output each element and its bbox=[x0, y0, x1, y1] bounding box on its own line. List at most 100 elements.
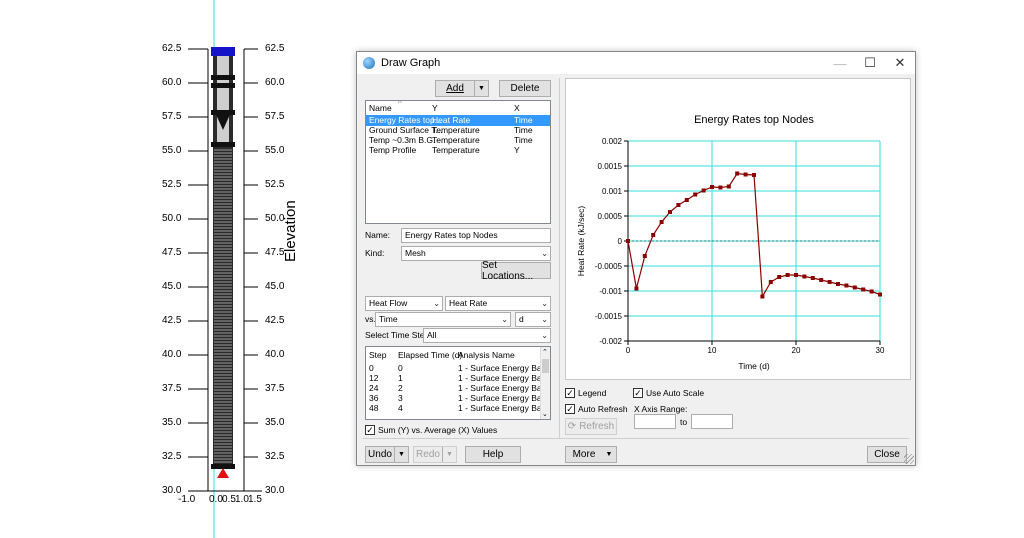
redo-dropdown-arrow-icon[interactable]: ▼ bbox=[442, 447, 456, 462]
add-button[interactable]: Add ▼ bbox=[435, 80, 489, 97]
left-elevation-tick-label: 60.0 bbox=[162, 77, 182, 88]
maximize-button[interactable]: ☐ bbox=[864, 55, 876, 70]
delete-button[interactable]: Delete bbox=[499, 80, 551, 97]
x-unit-value: d bbox=[519, 314, 524, 324]
auto-scale-checkbox[interactable]: ✓ Use Auto Scale bbox=[633, 388, 704, 398]
minimize-button[interactable]: — bbox=[833, 55, 847, 71]
y-tick-label: -0.001 bbox=[599, 287, 622, 296]
more-button[interactable]: More ▼ bbox=[565, 446, 617, 463]
upper-column-segment bbox=[217, 56, 229, 146]
model-canvas[interactable] bbox=[0, 0, 350, 538]
header-x[interactable]: X bbox=[514, 103, 520, 113]
graph-y-cell: Temperature bbox=[432, 135, 480, 145]
data-point bbox=[676, 203, 681, 207]
data-point bbox=[634, 286, 639, 291]
help-button[interactable]: Help bbox=[465, 446, 521, 463]
time-step-row[interactable]: 12 1 1 - Surface Energy Bala... bbox=[366, 373, 550, 384]
graph-x-cell: Y bbox=[514, 145, 520, 155]
header-step[interactable]: Step bbox=[369, 350, 387, 360]
data-point bbox=[760, 294, 765, 299]
x-range-max-field[interactable] bbox=[691, 414, 733, 429]
data-point bbox=[810, 276, 815, 280]
name-field[interactable]: Energy Rates top Nodes bbox=[401, 228, 551, 243]
x-quantity-select[interactable]: Time ⌄ bbox=[375, 312, 511, 327]
scroll-down-icon[interactable]: ⌄ bbox=[542, 411, 548, 418]
y-tick-label: 0 bbox=[618, 237, 623, 246]
right-elevation-tick-label: 42.5 bbox=[265, 315, 285, 326]
undo-dropdown-arrow-icon[interactable]: ▼ bbox=[394, 447, 408, 462]
x-axis-title: Time (d) bbox=[738, 361, 769, 371]
data-point bbox=[827, 280, 832, 284]
panel-divider[interactable] bbox=[559, 78, 560, 438]
close-window-button[interactable]: ✕ bbox=[894, 55, 906, 70]
y-quantity-select[interactable]: Heat Rate ⌄ bbox=[445, 296, 551, 311]
chevron-down-icon: ⌄ bbox=[541, 315, 548, 324]
time-step-row[interactable]: 0 0 1 - Surface Energy Bala... bbox=[366, 363, 550, 374]
time-steps-table[interactable]: Step Elapsed Time (d) Analysis Name 0 0 1 … bbox=[365, 346, 551, 420]
redo-button[interactable]: Redo ▼ bbox=[413, 446, 457, 463]
kind-label: Kind: bbox=[365, 248, 385, 258]
right-elevation-tick-label: 47.5 bbox=[265, 247, 285, 258]
header-analysis-name[interactable]: Analysis Name bbox=[458, 350, 515, 360]
steps-scrollbar[interactable]: ⌃ ⌄ bbox=[540, 347, 550, 419]
data-point bbox=[802, 274, 807, 279]
x-range-min-field[interactable] bbox=[634, 414, 676, 429]
add-label: Add bbox=[446, 83, 464, 94]
refresh-icon: ⟳ bbox=[567, 421, 577, 432]
graph-panel[interactable]: Energy Rates top Nodes 0 10 20 30 0.002 0.0015… bbox=[565, 78, 911, 380]
data-point bbox=[693, 192, 698, 197]
checkmark-icon: ✓ bbox=[565, 388, 575, 398]
right-elevation-tick-label: 32.5 bbox=[265, 451, 285, 462]
right-elevation-tick-label: 37.5 bbox=[265, 383, 285, 394]
time-step-row[interactable]: 36 3 1 - Surface Energy Bala... bbox=[366, 393, 550, 404]
close-button[interactable]: Close bbox=[867, 446, 907, 463]
dialog-title: Draw Graph bbox=[381, 57, 441, 69]
y-tick-label: 0.002 bbox=[602, 137, 623, 146]
sum-checkbox[interactable]: ✓ Sum (Y) vs. Average (X) Values bbox=[365, 425, 497, 435]
title-bar[interactable]: Draw Graph — ☐ ✕ bbox=[357, 52, 915, 74]
header-y[interactable]: Y bbox=[432, 103, 438, 113]
more-dropdown-arrow-icon[interactable]: ▼ bbox=[605, 451, 613, 458]
undo-button[interactable]: Undo ▼ bbox=[365, 446, 409, 463]
name-label: Name: bbox=[365, 230, 391, 240]
graph-list-item[interactable]: Temp ~0.3m B.G. Temperature Time bbox=[366, 135, 550, 146]
right-elevation-tick-label: 55.0 bbox=[265, 145, 285, 156]
set-locations-button[interactable]: Set Locations... bbox=[481, 260, 551, 282]
y-category-select[interactable]: Heat Flow ⌄ bbox=[365, 296, 443, 311]
step-cell: 24 bbox=[369, 383, 379, 393]
data-point bbox=[668, 210, 672, 214]
graph-list-item[interactable]: Energy Rates top... Heat Rate Time bbox=[366, 115, 550, 126]
y-tick-label: -0.0015 bbox=[595, 312, 623, 321]
graph-name-cell: Energy Rates top... bbox=[369, 115, 442, 125]
scroll-thumb[interactable] bbox=[542, 359, 549, 373]
header-name[interactable]: Name bbox=[369, 103, 392, 113]
graph-list-header: Name Y X ^ bbox=[366, 101, 550, 114]
graph-list-item[interactable]: Temp Profile Temperature Y bbox=[366, 145, 550, 156]
right-elevation-tick-label: 35.0 bbox=[265, 417, 285, 428]
data-point bbox=[794, 273, 798, 277]
x-unit-select[interactable]: d ⌄ bbox=[515, 312, 551, 327]
time-steps-select[interactable]: All ⌄ bbox=[423, 328, 551, 343]
sum-label: Sum (Y) vs. Average (X) Values bbox=[378, 425, 498, 435]
chevron-down-icon: ⌄ bbox=[541, 299, 548, 308]
legend-checkbox[interactable]: ✓ Legend bbox=[565, 388, 606, 398]
auto-refresh-label: Auto Refresh bbox=[578, 404, 628, 414]
time-step-row[interactable]: 48 4 1 - Surface Energy Bala... bbox=[366, 403, 550, 414]
redo-label: Redo bbox=[416, 449, 440, 460]
y-tick-label: 0.0015 bbox=[598, 162, 623, 171]
x-tick-label: -1.0 bbox=[178, 494, 196, 505]
analysis-name-cell: 1 - Surface Energy Bala... bbox=[458, 383, 551, 393]
scroll-up-icon[interactable]: ⌃ bbox=[542, 349, 548, 356]
graph-list[interactable]: Name Y X ^ Energy Rates top... Heat Rate T… bbox=[365, 100, 551, 224]
time-step-row[interactable]: 24 2 1 - Surface Energy Bala... bbox=[366, 383, 550, 394]
data-point bbox=[743, 172, 748, 177]
left-elevation-tick-label: 45.0 bbox=[162, 281, 182, 292]
add-dropdown-arrow-icon[interactable]: ▼ bbox=[474, 81, 488, 96]
right-elevation-tick-label: 57.5 bbox=[265, 111, 285, 122]
resize-grip-icon[interactable] bbox=[904, 454, 914, 464]
refresh-button[interactable]: ⟳ Refresh bbox=[565, 418, 617, 435]
auto-refresh-checkbox[interactable]: ✓ Auto Refresh bbox=[565, 404, 628, 414]
header-elapsed-time[interactable]: Elapsed Time (d) bbox=[398, 350, 463, 360]
kind-select[interactable]: Mesh ⌄ bbox=[401, 246, 551, 261]
graph-list-item[interactable]: Ground Surface T... Temperature Time bbox=[366, 125, 550, 136]
